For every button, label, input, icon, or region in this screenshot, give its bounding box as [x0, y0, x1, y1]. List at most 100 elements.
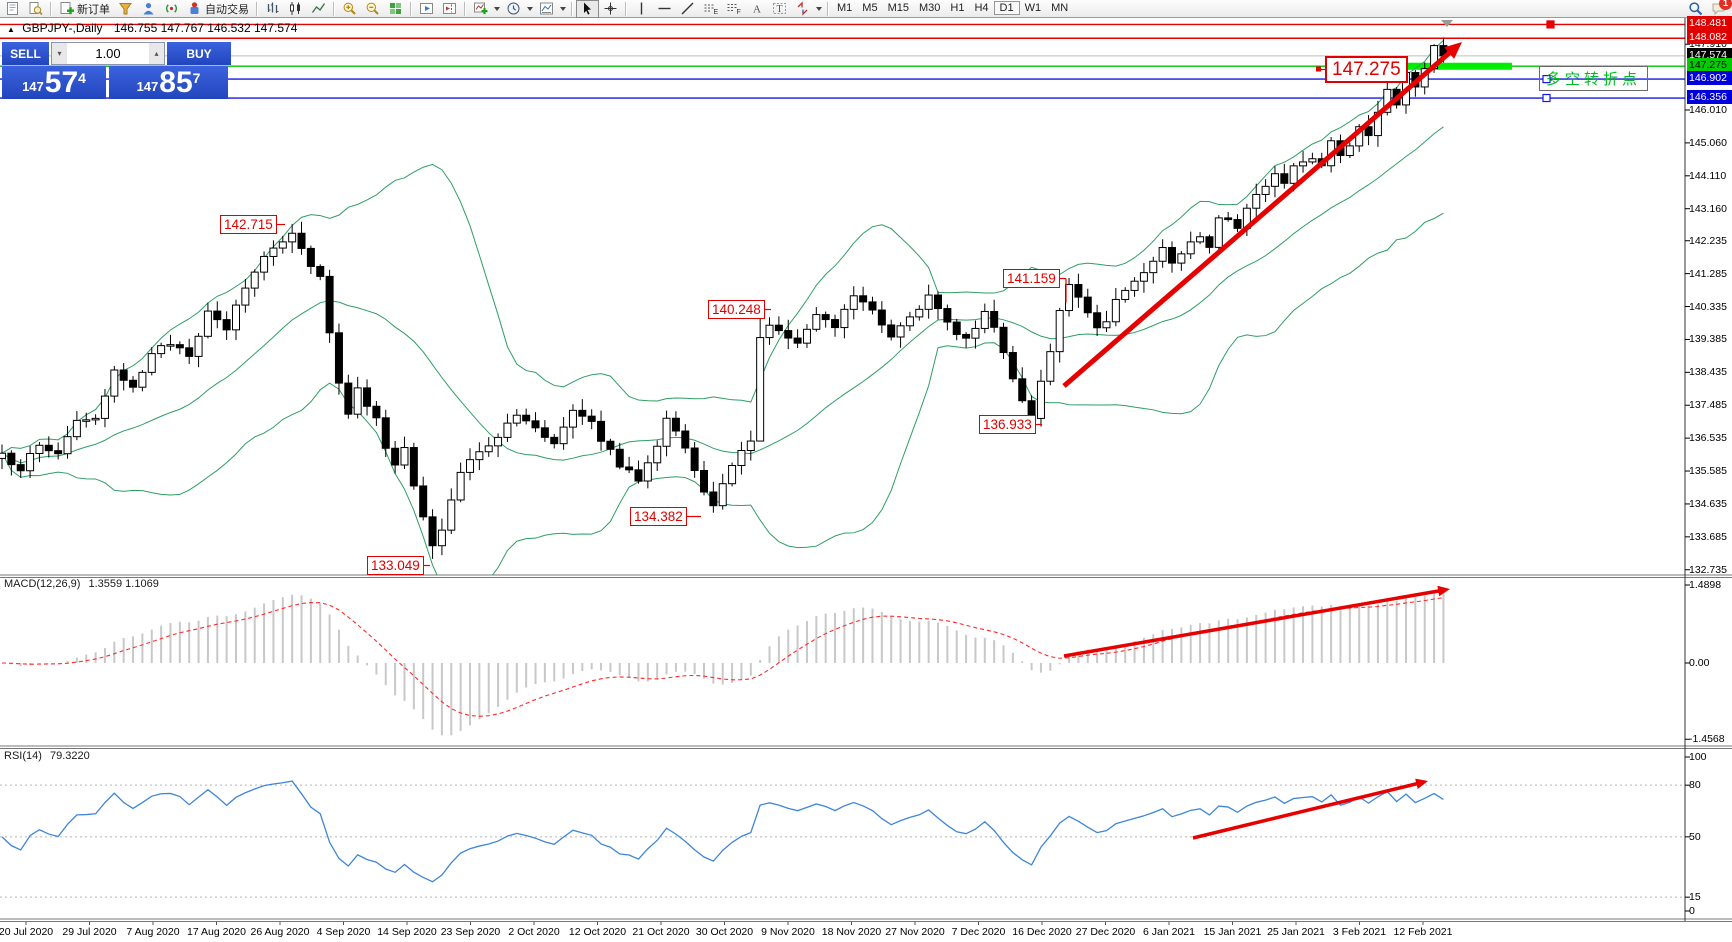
timeframe-h4[interactable]: H4 — [974, 2, 989, 14]
price-axis-tick: 138.435 — [1689, 366, 1727, 379]
sell-price-prefix: 147 — [22, 79, 44, 94]
timeframe-w1[interactable]: W1 — [1024, 2, 1042, 14]
horizontal-line-tool[interactable] — [653, 0, 676, 18]
timeframe-mn[interactable]: MN — [1051, 2, 1069, 14]
autotrading-icon — [190, 2, 199, 14]
date-axis-label: 27 Dec 2020 — [1075, 926, 1136, 938]
date-axis-label: 6 Jan 2021 — [1143, 926, 1195, 938]
date-axis-label: 7 Dec 2020 — [951, 926, 1006, 938]
macd-axis-tick: -1.4568 — [1689, 733, 1725, 746]
timeframe-d1[interactable]: D1 — [993, 1, 1020, 15]
price-axis-tick: 133.685 — [1689, 530, 1727, 543]
rsi-axis-tick: 50 — [1689, 830, 1701, 843]
buy-price-big: 85 — [159, 66, 193, 99]
tile-windows-button[interactable] — [384, 0, 407, 18]
text-label-tool[interactable]: T — [768, 0, 791, 18]
candlestick-chart-button[interactable] — [284, 0, 307, 18]
text-label-icon: T — [773, 3, 786, 15]
text-tool[interactable]: A — [745, 0, 768, 18]
new-order-icon — [60, 2, 74, 15]
indicators-button[interactable] — [469, 0, 492, 18]
trendline-tool[interactable] — [676, 0, 699, 18]
rsi-axis-tick: 80 — [1689, 779, 1701, 792]
price-annotation[interactable]: 133.049 — [367, 556, 424, 575]
price-axis-tick: 146.010 — [1689, 104, 1727, 116]
new-chart-button[interactable] — [1, 0, 24, 18]
crosshair-tool-button[interactable] — [599, 0, 622, 18]
templates-dropdown-caret[interactable] — [560, 6, 566, 11]
timeframe-h1[interactable]: H1 — [950, 2, 965, 14]
fibonacci-tool[interactable]: F — [722, 0, 745, 18]
autotrading-button[interactable]: 自动交易 — [183, 0, 253, 18]
indicators-icon — [474, 2, 488, 15]
zoom-in-button[interactable] — [338, 0, 361, 18]
price-annotation[interactable]: 140.248 — [708, 300, 765, 319]
zoom-out-button[interactable] — [361, 0, 384, 18]
price-annotation[interactable]: 141.159 — [1003, 269, 1060, 288]
svg-text:F: F — [737, 9, 741, 16]
price-annotation[interactable]: 142.715 — [220, 215, 277, 234]
toolbar-separator — [410, 1, 412, 16]
price-line-label: 147.275 — [1687, 58, 1732, 73]
price-annotation[interactable]: 134.382 — [630, 507, 687, 526]
volume-value[interactable]: 1.00 — [95, 46, 121, 61]
buy-price-display[interactable]: 147 85 7 — [109, 66, 228, 99]
price-axis-tick: 145.060 — [1689, 136, 1727, 149]
signals-button[interactable] — [160, 0, 183, 18]
templates-button[interactable] — [535, 0, 558, 18]
macd-axis-tick: 0.00 — [1689, 657, 1710, 669]
arrows-dropdown-caret[interactable] — [816, 6, 822, 11]
rsi-axis-tick: 100 — [1689, 751, 1707, 763]
periods-button[interactable] — [502, 0, 525, 18]
periods-dropdown-caret[interactable] — [527, 6, 533, 11]
timeframe-m15[interactable]: M15 — [887, 2, 909, 14]
date-axis-label: 2 Oct 2020 — [508, 926, 560, 938]
timeframe-m5[interactable]: M5 — [862, 2, 878, 14]
notifications-button[interactable]: 1 — [1711, 0, 1732, 16]
price-annotation[interactable]: 147.275 — [1325, 56, 1408, 83]
svg-text:A: A — [753, 4, 761, 16]
templates-icon — [540, 2, 553, 15]
rsi-value: 79.3220 — [49, 750, 90, 762]
price-line-label: 148.481 — [1687, 16, 1732, 31]
indicators-dropdown-caret[interactable] — [494, 6, 500, 11]
vertical-line-tool[interactable] — [630, 0, 653, 18]
date-axis-label: 7 Aug 2020 — [126, 926, 180, 938]
price-annotation[interactable]: 136.933 — [979, 415, 1036, 434]
volume-input[interactable]: ▾ 1.00 ▴ — [51, 42, 165, 65]
volume-decrease-button[interactable]: ▾ — [52, 43, 67, 64]
equidistant-channel-tool[interactable]: E — [699, 0, 722, 18]
cursor-tool-button[interactable] — [576, 0, 599, 18]
sell-button[interactable]: SELL — [2, 42, 49, 65]
text-icon: A — [753, 4, 761, 16]
new-order-label: 新订单 — [77, 3, 110, 16]
date-axis-label: 16 Dec 2020 — [1012, 926, 1072, 938]
chart-shift-icon — [443, 3, 456, 14]
chinese-note-text-object[interactable]: 多空转折点 — [1539, 66, 1649, 91]
arrows-tool[interactable] — [791, 0, 814, 18]
date-axis-label: 3 Feb 2021 — [1332, 926, 1387, 938]
price-axis-tick: 142.235 — [1689, 234, 1727, 247]
price-line-label: 146.356 — [1687, 90, 1732, 105]
search-icon[interactable] — [1688, 1, 1703, 16]
volume-increase-button[interactable]: ▴ — [149, 43, 164, 64]
bar-chart-button[interactable] — [261, 0, 284, 18]
sell-price-display[interactable]: 147 57 4 — [2, 66, 106, 99]
funnel-button[interactable] — [114, 0, 137, 18]
timeframe-m30[interactable]: M30 — [918, 2, 941, 14]
date-axis-label: 29 Jul 2020 — [62, 926, 117, 938]
toolbar-separator — [50, 1, 52, 16]
autoscroll-button[interactable] — [415, 0, 438, 18]
timeframe-m1[interactable]: M1 — [837, 2, 853, 14]
community-button[interactable] — [137, 0, 160, 18]
chart-shift-button[interactable] — [438, 0, 461, 18]
buy-button[interactable]: BUY — [167, 42, 231, 65]
line-chart-button[interactable] — [307, 0, 330, 18]
new-order-button[interactable]: 新订单 — [55, 0, 114, 18]
open-profile-button[interactable] — [24, 0, 47, 18]
rsi-label: RSI(14) — [4, 750, 42, 762]
price-axis-tick: 141.285 — [1689, 267, 1727, 280]
profile-magnifier-icon — [29, 2, 43, 16]
